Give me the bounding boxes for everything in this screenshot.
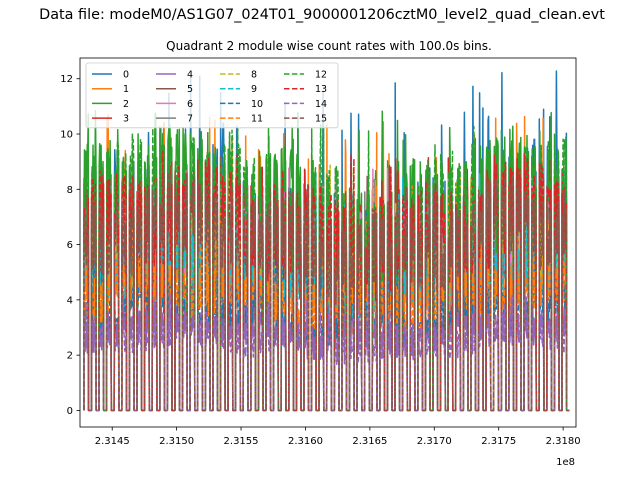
x-tick-label: 2.3165 xyxy=(352,436,387,447)
y-tick-label: 0 xyxy=(67,406,73,417)
legend-label-5: 5 xyxy=(187,84,193,95)
y-tick-label: 12 xyxy=(60,74,73,85)
legend-label-15: 15 xyxy=(315,114,327,125)
legend-label-8: 8 xyxy=(251,70,257,81)
legend-label-3: 3 xyxy=(123,114,129,125)
legend-label-12: 12 xyxy=(315,70,327,81)
x-tick-label: 2.3180 xyxy=(546,436,581,447)
legend-box xyxy=(85,62,339,129)
y-axis: 0 2 4 6 8 10 12 xyxy=(60,74,80,417)
x-tick-label: 2.3150 xyxy=(159,436,194,447)
plot-frame xyxy=(79,57,577,428)
y-tick-label: 8 xyxy=(67,185,73,196)
series-layer xyxy=(83,70,570,412)
legend-label-4: 4 xyxy=(187,70,193,81)
x-axis-offset-label: 1e8 xyxy=(556,457,575,468)
legend-label-9: 9 xyxy=(251,84,257,95)
legend-label-7: 7 xyxy=(187,114,193,125)
x-axis: 2.3145 2.3150 2.3155 2.3160 2.3165 2.3170 2.31… xyxy=(95,427,581,447)
x-tick-label: 2.3170 xyxy=(417,436,452,447)
x-tick-label: 2.3145 xyxy=(95,436,130,447)
legend-label-0: 0 xyxy=(123,70,129,81)
chart-title: Quadrant 2 module wise count rates with … xyxy=(166,39,492,53)
legend-label-13: 13 xyxy=(315,84,327,95)
y-tick-label: 10 xyxy=(60,130,73,141)
y-tick-label: 6 xyxy=(67,240,73,251)
series-line-15 xyxy=(83,170,570,412)
y-tick-label: 2 xyxy=(67,351,73,362)
figure-suptitle: Data file: modeM0/AS1G07_024T01_90000012… xyxy=(39,7,605,23)
legend-label-10: 10 xyxy=(251,99,263,110)
x-tick-label: 2.3175 xyxy=(481,436,516,447)
series-line-14 xyxy=(83,291,570,412)
y-tick-label: 4 xyxy=(67,295,73,306)
legend-label-11: 11 xyxy=(251,114,263,125)
legend-label-14: 14 xyxy=(315,99,327,110)
legend-label-6: 6 xyxy=(187,99,193,110)
x-tick-label: 2.3160 xyxy=(288,436,323,447)
x-tick-label: 2.3155 xyxy=(224,436,259,447)
legend-label-1: 1 xyxy=(123,84,129,95)
legend-label-2: 2 xyxy=(123,99,129,110)
